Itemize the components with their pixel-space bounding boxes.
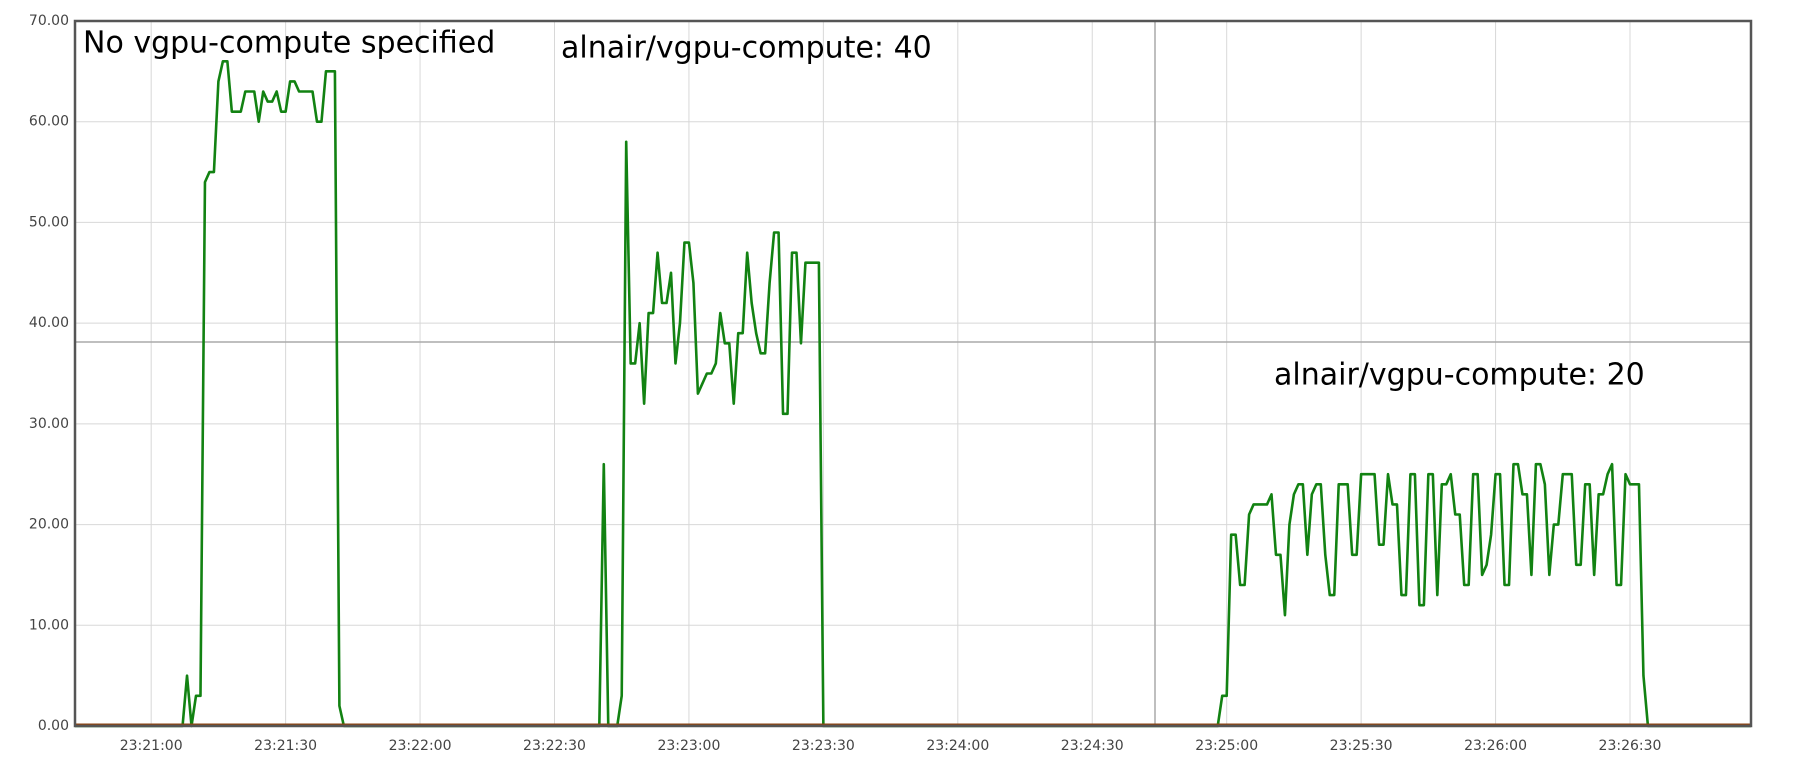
y-tick-label: 40.00 xyxy=(29,315,69,331)
x-tick-label: 23:24:30 xyxy=(1061,738,1124,754)
annotation: alnair/vgpu-compute: 40 xyxy=(561,31,932,66)
y-tick-label: 50.00 xyxy=(29,214,69,230)
x-tick-label: 23:21:30 xyxy=(254,738,317,754)
x-tick-label: 23:22:00 xyxy=(389,738,452,754)
x-tick-label: 23:25:00 xyxy=(1195,738,1258,754)
x-tick-label: 23:25:30 xyxy=(1330,738,1393,754)
y-tick-label: 60.00 xyxy=(29,114,69,130)
y-tick-label: 30.00 xyxy=(29,416,69,432)
annotation: alnair/vgpu-compute: 20 xyxy=(1274,358,1645,393)
series-line xyxy=(75,59,1751,728)
marks xyxy=(75,59,1751,728)
y-tick-label: 20.00 xyxy=(29,517,69,533)
y-tick-label: 10.00 xyxy=(29,617,69,633)
y-tick-label: 70.00 xyxy=(29,13,69,29)
y-tick-label: 0.00 xyxy=(38,718,69,734)
x-tick-label: 23:24:00 xyxy=(926,738,989,754)
x-tick-label: 23:21:00 xyxy=(120,738,183,754)
x-tick-label: 23:26:00 xyxy=(1464,738,1527,754)
plot-frame xyxy=(73,19,1753,728)
x-tick-label: 23:22:30 xyxy=(523,738,586,754)
x-tick-label: 23:23:30 xyxy=(792,738,855,754)
x-tick-label: 23:23:00 xyxy=(657,738,720,754)
x-tick-label: 23:26:30 xyxy=(1599,738,1662,754)
annotation: No vgpu-compute specified xyxy=(83,26,495,61)
